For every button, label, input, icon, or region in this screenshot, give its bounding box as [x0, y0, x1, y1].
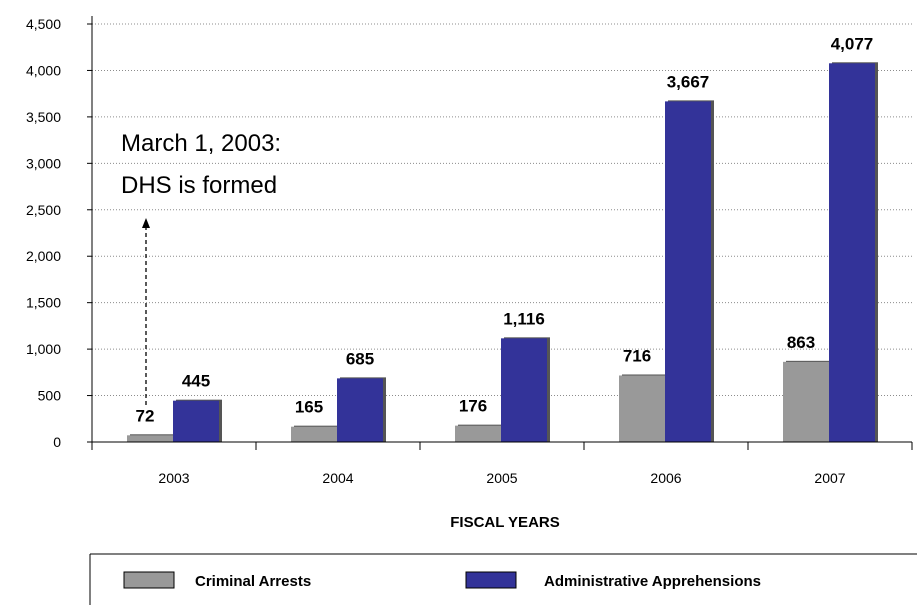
y-tick-label: 500 — [38, 388, 62, 404]
x-tick-label: 2003 — [158, 470, 189, 486]
annotation-line-2: DHS is formed — [121, 172, 277, 199]
x-tick-label: 2006 — [650, 470, 681, 486]
y-tick-label: 3,500 — [26, 109, 61, 125]
data-label: 1,116 — [503, 309, 545, 328]
x-tick-label: 2004 — [322, 470, 353, 486]
bar-administrative-apprehensions — [337, 378, 383, 442]
annotation: March 1, 2003: DHS is formed — [121, 130, 281, 405]
bar-administrative-apprehensions — [665, 101, 711, 443]
legend: Criminal Arrests Administrative Apprehen… — [89, 553, 917, 605]
legend-swatch-administrative-apprehensions — [465, 571, 517, 589]
annotation-arrowhead — [142, 218, 150, 228]
legend-label-administrative-apprehensions: Administrative Apprehensions — [544, 573, 761, 590]
data-label: 4,077 — [831, 34, 874, 53]
data-label: 716 — [623, 346, 651, 365]
bar-administrative-apprehensions — [829, 63, 875, 443]
y-tick-label: 1,500 — [26, 295, 61, 311]
y-tick-label: 2,500 — [26, 202, 61, 218]
data-label: 863 — [787, 333, 815, 352]
bar-criminal-arrests — [291, 426, 337, 442]
axes — [87, 16, 913, 450]
y-tick-label: 4,500 — [26, 16, 61, 32]
x-tick-label: 2005 — [486, 470, 517, 486]
data-label: 3,667 — [667, 72, 710, 91]
data-label: 445 — [182, 372, 210, 391]
data-label: 685 — [346, 349, 374, 368]
data-labels: 72 445 165 685 176 1,116 716 3,667 863 4,077 — [136, 34, 874, 425]
y-tick-labels: 0 500 1,000 1,500 2,000 2,500 3,000 3,500 4,000 4… — [26, 16, 61, 450]
y-tick-label: 0 — [53, 434, 61, 450]
x-tick-labels: 2003 2004 2005 2006 2007 — [158, 470, 845, 486]
bar-criminal-arrests — [127, 435, 173, 442]
data-label: 176 — [459, 397, 487, 416]
y-tick-label: 2,000 — [26, 248, 61, 264]
y-tick-label: 1,000 — [26, 341, 61, 357]
legend-swatch-criminal-arrests — [123, 571, 175, 589]
bar-administrative-apprehensions — [173, 400, 219, 442]
x-tick-label: 2007 — [814, 470, 845, 486]
bar-criminal-arrests — [783, 361, 829, 442]
data-label: 165 — [295, 398, 323, 417]
bars — [127, 62, 878, 443]
legend-label-criminal-arrests: Criminal Arrests — [195, 573, 311, 590]
x-axis-title: FISCAL YEARS — [450, 514, 559, 531]
bar-administrative-apprehensions — [501, 338, 547, 442]
y-tick-label: 4,000 — [26, 62, 61, 78]
y-tick-label: 3,000 — [26, 155, 61, 171]
bar-criminal-arrests — [455, 425, 501, 442]
data-label: 72 — [136, 406, 155, 425]
annotation-line-1: March 1, 2003: — [121, 130, 281, 157]
bar-criminal-arrests — [619, 375, 665, 442]
